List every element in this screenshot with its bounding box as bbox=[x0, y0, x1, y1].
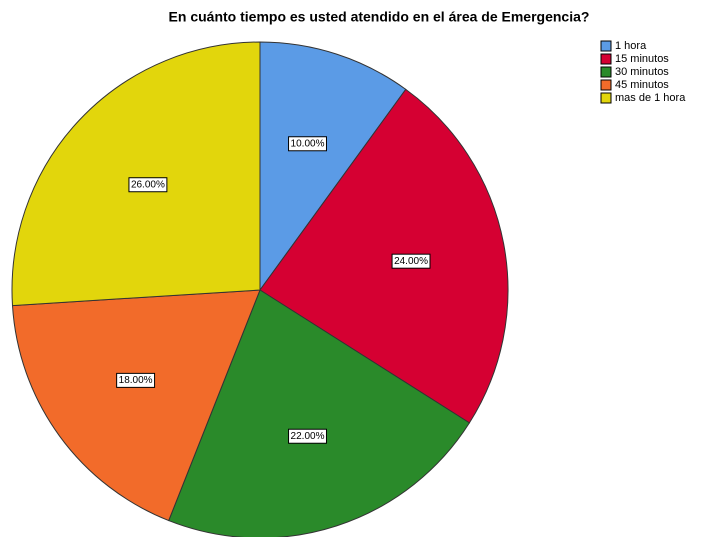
pie-slice bbox=[168, 289, 471, 537]
data-label-box bbox=[128, 177, 168, 193]
data-label-box bbox=[116, 372, 156, 388]
pie-slice bbox=[11, 289, 261, 522]
legend-label: 15 minutos bbox=[615, 53, 669, 65]
pie-slice bbox=[259, 41, 407, 292]
chart-title: En cuánto tiempo es usted atendido en el… bbox=[169, 9, 590, 25]
data-label-text: 22.00% bbox=[291, 431, 325, 442]
data-label-box bbox=[288, 136, 327, 152]
legend-label: 1 hora bbox=[615, 40, 647, 52]
data-label-text: 10.00% bbox=[291, 138, 325, 149]
pie-slice bbox=[259, 88, 509, 424]
data-label-text: 26.00% bbox=[131, 179, 165, 190]
legend-swatch bbox=[600, 53, 612, 65]
legend-label: 30 minutos bbox=[615, 66, 669, 78]
data-label: 22.00% bbox=[288, 428, 327, 444]
legend-label: mas de 1 hora bbox=[615, 92, 686, 104]
legend-swatch bbox=[600, 79, 612, 91]
pie-slice bbox=[11, 41, 261, 307]
legend-swatch bbox=[600, 40, 612, 52]
data-label: 10.00% bbox=[288, 136, 327, 152]
legend-swatch bbox=[600, 66, 612, 78]
legend-label: 45 minutos bbox=[615, 79, 669, 91]
legend-swatch bbox=[600, 92, 612, 104]
data-label-box bbox=[288, 428, 327, 444]
data-label-text: 18.00% bbox=[119, 375, 153, 386]
data-label-text: 24.00% bbox=[394, 256, 428, 267]
data-label-box bbox=[391, 253, 431, 269]
data-label: 26.00% bbox=[128, 177, 168, 193]
data-label: 18.00% bbox=[116, 372, 156, 388]
data-label: 24.00% bbox=[391, 253, 431, 269]
